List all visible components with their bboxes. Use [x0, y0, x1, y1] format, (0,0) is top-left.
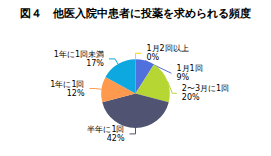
svg-text:17%: 17%: [86, 59, 104, 68]
svg-text:1月2回以上: 1月2回以上: [147, 44, 189, 53]
svg-text:図４ 他医入院中患者に投薬を求められる頻度: 図４ 他医入院中患者に投薬を求められる頻度: [20, 7, 251, 20]
svg-text:1月1回: 1月1回: [176, 64, 202, 73]
svg-text:半年に1回: 半年に1回: [87, 125, 124, 134]
svg-text:42%: 42%: [107, 134, 125, 143]
svg-text:12%: 12%: [67, 89, 85, 98]
svg-text:20%: 20%: [182, 93, 200, 102]
svg-text:1年に1回未満: 1年に1回未満: [54, 50, 104, 59]
svg-text:9%: 9%: [176, 73, 189, 82]
svg-text:1年に1回: 1年に1回: [50, 80, 84, 89]
svg-text:2〜3月に1回: 2〜3月に1回: [182, 84, 229, 93]
svg-text:0%: 0%: [147, 53, 160, 62]
